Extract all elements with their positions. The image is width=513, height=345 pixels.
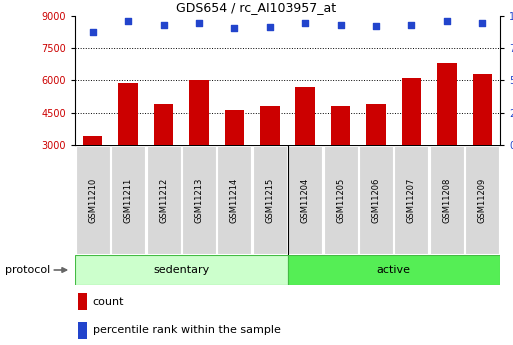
FancyBboxPatch shape [287, 255, 500, 285]
Text: GSM11206: GSM11206 [371, 177, 381, 223]
FancyBboxPatch shape [465, 146, 499, 254]
Text: GSM11213: GSM11213 [194, 177, 204, 223]
Point [337, 22, 345, 27]
FancyBboxPatch shape [75, 255, 287, 285]
Bar [295, 87, 315, 145]
Bar [189, 80, 209, 145]
Text: GSM11215: GSM11215 [265, 177, 274, 223]
Text: GSM11207: GSM11207 [407, 177, 416, 223]
Bar [402, 78, 421, 145]
Point [195, 21, 203, 26]
Text: protocol: protocol [5, 265, 50, 275]
Text: GSM11208: GSM11208 [442, 177, 451, 223]
Text: sedentary: sedentary [153, 265, 209, 275]
Text: percentile rank within the sample: percentile rank within the sample [93, 325, 281, 335]
Text: GSM11214: GSM11214 [230, 177, 239, 223]
FancyBboxPatch shape [253, 146, 287, 254]
Point [124, 18, 132, 23]
Text: GSM11204: GSM11204 [301, 177, 310, 223]
Point [407, 22, 416, 27]
Bar [154, 104, 173, 145]
Text: GSM11211: GSM11211 [124, 177, 133, 223]
Point [89, 30, 97, 35]
FancyBboxPatch shape [430, 146, 464, 254]
FancyBboxPatch shape [324, 146, 358, 254]
Text: GSM11209: GSM11209 [478, 177, 487, 223]
Point [372, 23, 380, 29]
Text: GSM11210: GSM11210 [88, 177, 97, 223]
Bar [260, 106, 280, 145]
FancyBboxPatch shape [147, 146, 181, 254]
Text: GSM11205: GSM11205 [336, 177, 345, 223]
Point [301, 21, 309, 26]
Text: active: active [377, 265, 411, 275]
Point [230, 26, 239, 31]
Text: GDS654 / rc_AI103957_at: GDS654 / rc_AI103957_at [176, 1, 337, 14]
Point [478, 21, 486, 26]
FancyBboxPatch shape [76, 146, 110, 254]
FancyBboxPatch shape [394, 146, 428, 254]
Bar [472, 74, 492, 145]
Text: GSM11212: GSM11212 [159, 177, 168, 223]
FancyBboxPatch shape [218, 146, 251, 254]
Point [266, 24, 274, 30]
FancyBboxPatch shape [359, 146, 393, 254]
Point [443, 18, 451, 23]
Bar [78, 293, 87, 310]
Bar [366, 104, 386, 145]
FancyBboxPatch shape [111, 146, 145, 254]
Bar [78, 322, 87, 339]
Text: count: count [93, 297, 124, 307]
Bar [331, 106, 350, 145]
FancyBboxPatch shape [288, 146, 322, 254]
Bar [225, 110, 244, 145]
Bar [83, 136, 103, 145]
Bar [119, 83, 138, 145]
Point [160, 22, 168, 27]
Bar [437, 63, 457, 145]
FancyBboxPatch shape [182, 146, 216, 254]
